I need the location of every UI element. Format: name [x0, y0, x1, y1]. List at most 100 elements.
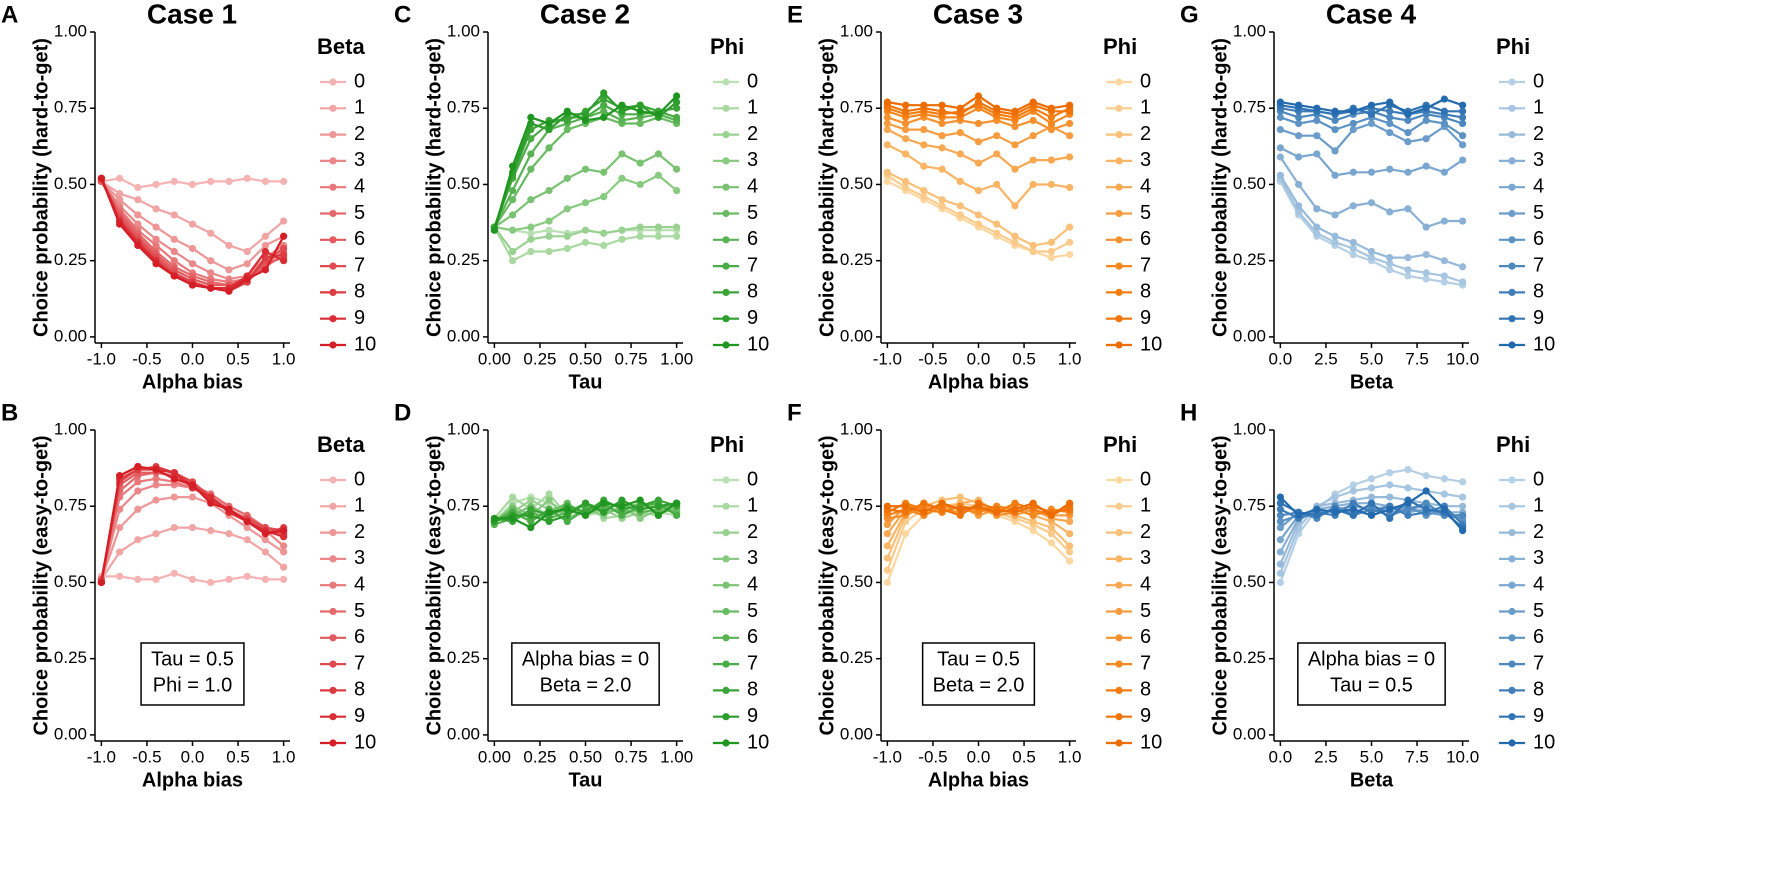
legend-dot: [1508, 686, 1516, 695]
y-tick-label: 0.25: [54, 250, 87, 269]
data-point: [654, 150, 662, 158]
legend-label: 9: [354, 307, 365, 329]
data-point: [527, 247, 535, 256]
legend-label: 0: [1533, 70, 1544, 92]
panel-title: Case 2: [540, 0, 630, 29]
data-point: [1066, 153, 1074, 161]
data-point: [993, 104, 1001, 112]
note-text: Phi = 1.0: [153, 674, 233, 696]
x-tick-label: 0.00: [478, 747, 511, 766]
data-point: [1404, 505, 1412, 513]
data-point: [563, 232, 571, 240]
data-point: [883, 566, 891, 574]
data-point: [1011, 165, 1019, 173]
data-point: [636, 119, 644, 128]
data-point: [1349, 499, 1357, 507]
x-axis-label: Alpha bias: [928, 371, 1029, 393]
note-text: Tau = 0.5: [1330, 674, 1413, 696]
legend-dot: [1508, 555, 1516, 563]
data-point: [170, 272, 178, 280]
legend-dot: [1508, 607, 1516, 616]
data-point: [225, 530, 233, 538]
legend-dot: [722, 502, 730, 510]
data-point: [170, 523, 178, 532]
data-point: [1367, 199, 1376, 207]
data-point: [1295, 113, 1303, 121]
legend-label: 6: [1140, 626, 1151, 648]
data-point: [1386, 107, 1394, 115]
series-line: [100, 526, 285, 581]
data-point: [1313, 205, 1321, 213]
data-point: [170, 493, 178, 501]
y-axis-label: Choice probability (easy-to-get): [30, 435, 52, 735]
data-point: [1029, 156, 1037, 164]
legend-label: 6: [1140, 228, 1151, 250]
series-line: [886, 171, 1071, 247]
data-point: [1367, 101, 1376, 109]
x-tick-label: 1.0: [1058, 747, 1082, 766]
data-point: [974, 119, 983, 128]
data-point: [956, 129, 964, 137]
legend-dot: [722, 315, 730, 323]
data-point: [1422, 116, 1430, 125]
series-line: [886, 143, 1070, 208]
data-point: [207, 257, 215, 265]
data-point: [243, 523, 251, 532]
data-point: [974, 211, 983, 219]
legend-label: 0: [747, 468, 758, 490]
data-point: [207, 527, 215, 535]
data-point: [527, 505, 535, 513]
data-point: [1422, 250, 1430, 259]
x-tick-label: 0.50: [569, 349, 602, 368]
legend-dot: [329, 78, 337, 86]
x-axis-label: Beta: [1350, 769, 1394, 791]
data-point: [993, 132, 1001, 140]
data-point: [1404, 116, 1412, 125]
legend-title: Phi: [1103, 34, 1137, 59]
legend-label: 10: [1533, 731, 1555, 753]
y-tick-label: 1.00: [1233, 21, 1266, 40]
data-point: [1276, 578, 1284, 587]
x-tick-label: 1.00: [660, 349, 693, 368]
data-point: [1047, 104, 1055, 112]
data-point: [883, 119, 891, 128]
data-point: [974, 220, 983, 228]
data-point: [545, 226, 553, 234]
data-point: [188, 481, 197, 489]
data-point: [207, 493, 215, 501]
x-axis-label: Alpha bias: [142, 371, 243, 393]
data-point: [1047, 180, 1055, 189]
data-point: [1011, 505, 1019, 513]
y-tick-label: 0.75: [1233, 496, 1266, 515]
data-point: [1313, 104, 1321, 112]
legend-label: 10: [1140, 731, 1162, 753]
y-tick-label: 0.25: [447, 648, 480, 667]
legend-label: 8: [354, 679, 365, 701]
legend-label: 1: [354, 495, 365, 517]
data-point: [170, 569, 178, 577]
data-point: [545, 232, 553, 240]
data-point: [1029, 241, 1037, 250]
data-point: [1276, 548, 1284, 556]
legend-label: 8: [1533, 281, 1544, 303]
y-tick-label: 0.50: [840, 572, 873, 591]
legend-dot: [1115, 183, 1123, 191]
note-box: [511, 642, 660, 706]
data-point: [1440, 217, 1448, 225]
data-point: [956, 493, 964, 501]
data-point: [1367, 168, 1376, 176]
legend-dot: [722, 607, 730, 616]
legend-dot: [1115, 607, 1123, 616]
data-point: [152, 260, 160, 268]
note-box: [921, 642, 1036, 706]
y-tick-label: 0.75: [447, 496, 480, 515]
data-point: [673, 165, 681, 173]
data-point: [636, 232, 644, 240]
data-point: [134, 487, 142, 495]
data-point: [563, 505, 571, 513]
data-point: [1422, 223, 1430, 231]
data-point: [225, 575, 233, 584]
x-tick-label: -0.5: [918, 747, 947, 766]
data-point: [170, 211, 178, 219]
data-point: [225, 177, 233, 186]
